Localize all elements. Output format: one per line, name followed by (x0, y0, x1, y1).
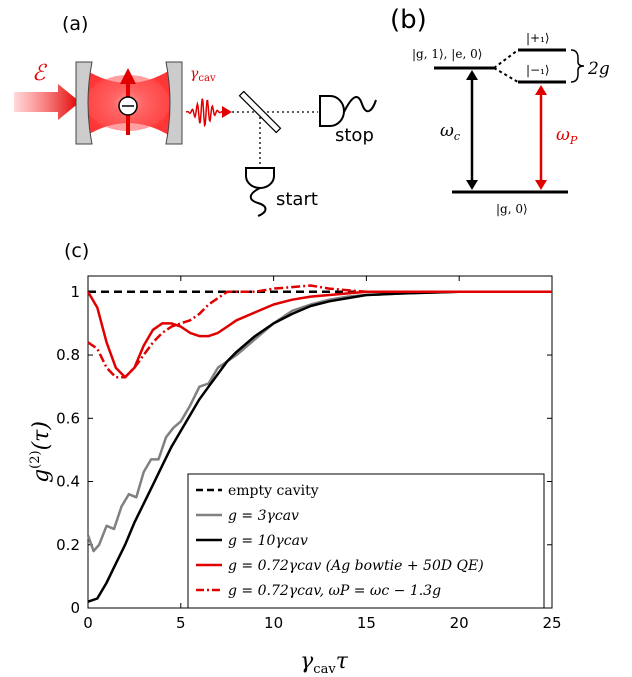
x-tick-label: 10 (264, 614, 283, 632)
field-symbol: ℰ (32, 61, 48, 86)
y-tick-label: 0.4 (56, 473, 80, 491)
y-tick-label: 0.8 (56, 346, 80, 364)
splitting-line-down (493, 67, 519, 83)
legend-text-detuned: g = 0.72γcav, ωP = ωc − 1.3g (228, 583, 441, 599)
splitting-label: 2g (587, 59, 610, 79)
legend-text-g3: g = 3γcav (228, 508, 299, 524)
omega-c-label: ωc (440, 121, 460, 143)
start-detector-icon (245, 167, 275, 189)
panel-b-label: (b) (390, 5, 427, 35)
start-label: start (276, 189, 318, 210)
omega-p-label: ωP (556, 125, 578, 147)
panel-a: (a) ℰ γcav stop start (14, 13, 377, 217)
left-mirror (75, 61, 93, 145)
legend-box (187, 473, 545, 609)
panel-a-label: (a) (62, 13, 88, 35)
start-detector-cable (249, 187, 267, 217)
splitting-brace (570, 49, 585, 83)
stop-detector-icon (319, 95, 345, 127)
y-tick-label: 1 (70, 283, 80, 301)
photon-wavepacket (185, 98, 223, 128)
y-tick-label: 0 (70, 599, 80, 617)
legend-text-bowtie: g = 0.72γcav (Ag bowtie + 50D QE) (228, 558, 484, 574)
pump-arrow (14, 84, 80, 120)
panel-c: (c) 0 5 10 15 20 25 0 0.2 0.4 0.6 0.8 1 g(2)(τ) γca… (28, 240, 562, 677)
series-line-1 (86, 290, 552, 553)
level-g1-e0-label: |g, 1⟩, |e, 0⟩ (412, 47, 482, 61)
series-line-4 (87, 284, 552, 379)
series-line-2 (87, 290, 552, 603)
x-tick-label: 25 (542, 614, 561, 632)
photon-arrowhead (222, 106, 232, 118)
y-axis-label: g(2)(τ) (28, 421, 54, 483)
panel-b: (b) |g, 1⟩, |e, 0⟩ |+₁⟩ |−₁⟩ |g, 0⟩ 2g ω… (390, 5, 610, 216)
gamma-cav-label: γcav (190, 66, 216, 84)
legend-text-empty: empty cavity (228, 483, 319, 499)
omega-c-arrowhead-bottom (466, 180, 478, 190)
stop-detector-cable (343, 96, 377, 113)
dipole-arrowhead (120, 68, 136, 84)
omega-p-arrowhead-top (535, 85, 547, 95)
panel-c-label: (c) (64, 240, 89, 262)
omega-p-arrowhead-bottom (535, 180, 547, 190)
right-mirror (165, 61, 183, 145)
omega-c-arrowhead-top (466, 70, 478, 80)
y-tick-label: 0.2 (56, 536, 80, 554)
x-tick-label: 5 (176, 614, 186, 632)
legend-text-g10: g = 10γcav (228, 533, 308, 549)
x-tick-label: 20 (450, 614, 469, 632)
stop-label: stop (335, 125, 374, 146)
beam-splitter (238, 90, 282, 134)
y-tick-label: 0.6 (56, 409, 80, 427)
splitting-line-up (493, 49, 519, 69)
level-minus-label: |−₁⟩ (526, 63, 550, 77)
level-g0-label: |g, 0⟩ (496, 202, 528, 216)
x-tick-label: 0 (83, 614, 93, 632)
x-tick-label: 15 (357, 614, 376, 632)
x-axis-label: γcavτ (300, 649, 349, 677)
legend: empty cavity g = 3γcav g = 10γcav g = 0.… (187, 473, 545, 609)
level-plus-label: |+₁⟩ (526, 31, 550, 45)
